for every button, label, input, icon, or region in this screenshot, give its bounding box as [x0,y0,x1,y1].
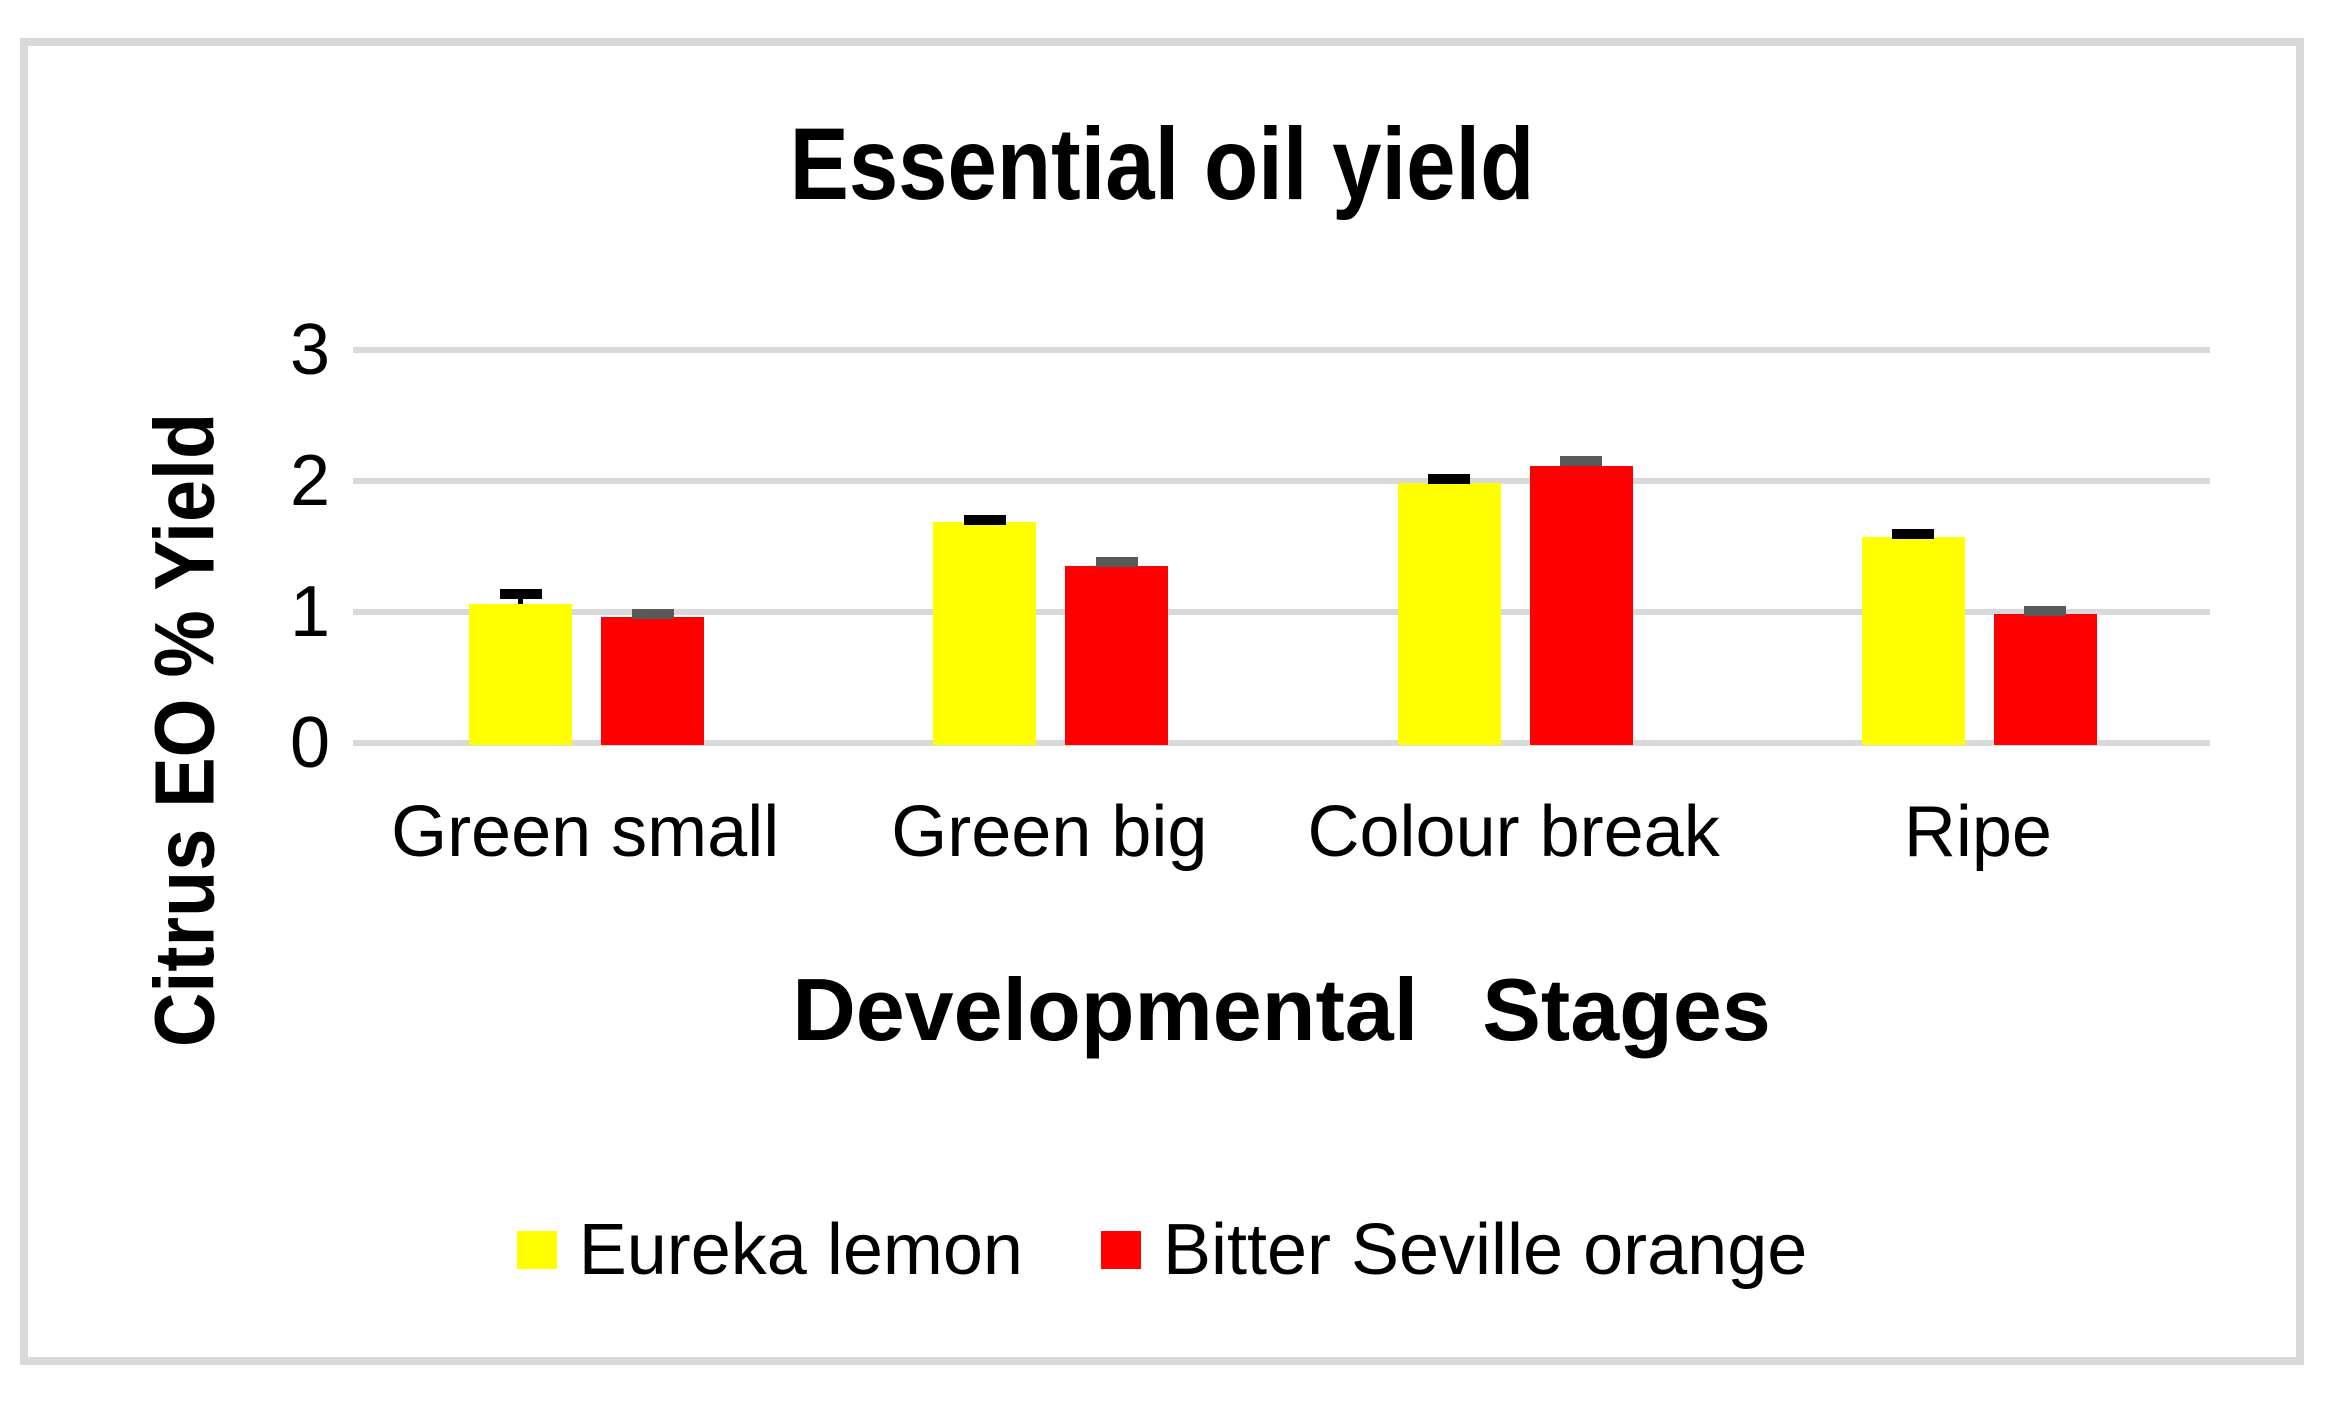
legend-item-eureka-lemon: Eureka lemon [516,1210,1023,1290]
gridline-y-3 [353,347,2210,353]
bar-eureka-lemon-colour-break [1397,483,1501,745]
bar-bitter-seville-orange-ripe [1993,614,2097,745]
gridline-y-0 [353,740,2210,746]
y-tick-label-1: 1 [289,572,330,652]
bar-bitter-seville-orange-green-small [601,617,704,745]
x-category-label-green-small: Green small [391,792,780,872]
error-bar-cap-bitter-seville-orange-colour-break [1560,455,1602,466]
bar-eureka-lemon-green-small [469,604,572,745]
y-tick-label-3: 3 [289,310,330,390]
error-bar-cap-eureka-lemon-ripe [1892,529,1935,540]
legend: Eureka lemon Bitter Seville orange [20,1212,2304,1288]
legend-swatch-eureka-lemon [516,1231,557,1269]
bar-bitter-seville-orange-colour-break [1529,466,1633,745]
error-bar-cap-bitter-seville-orange-ripe [2024,606,2067,617]
gridline-y-1 [353,609,2210,615]
error-bar-cap-eureka-lemon-green-big [963,514,1006,525]
y-tick-label-0: 0 [289,703,330,783]
x-category-label-green-big: Green big [891,792,1208,872]
chart-title: Essential oil yield [20,108,2304,220]
error-bar-cap-eureka-lemon-colour-break [1428,474,1470,485]
error-bar-cap-eureka-lemon-green-small [499,589,542,600]
bar-bitter-seville-orange-green-big [1065,566,1169,745]
bar-eureka-lemon-ripe [1861,537,1965,745]
y-tick-label-2: 2 [289,441,330,521]
x-axis-title: Developmental Stages [792,960,1771,1059]
x-category-label-colour-break: Colour break [1307,792,1720,872]
error-bar-cap-bitter-seville-orange-green-big [1095,556,1138,567]
legend-item-bitter-seville-orange: Bitter Seville orange [1100,1210,1808,1290]
gridline-y-2 [353,478,2210,484]
legend-label-eureka-lemon: Eureka lemon [578,1210,1023,1290]
error-bar-cap-bitter-seville-orange-green-small [631,609,674,619]
legend-label-bitter-seville-orange: Bitter Seville orange [1162,1210,1808,1290]
bar-eureka-lemon-green-big [933,522,1037,745]
y-axis-title-text: Citrus EO % Yield [137,412,232,1048]
legend-swatch-bitter-seville-orange [1100,1231,1141,1269]
chart-title-text: Essential oil yield [789,107,1535,221]
x-category-label-ripe: Ripe [1903,792,2052,872]
